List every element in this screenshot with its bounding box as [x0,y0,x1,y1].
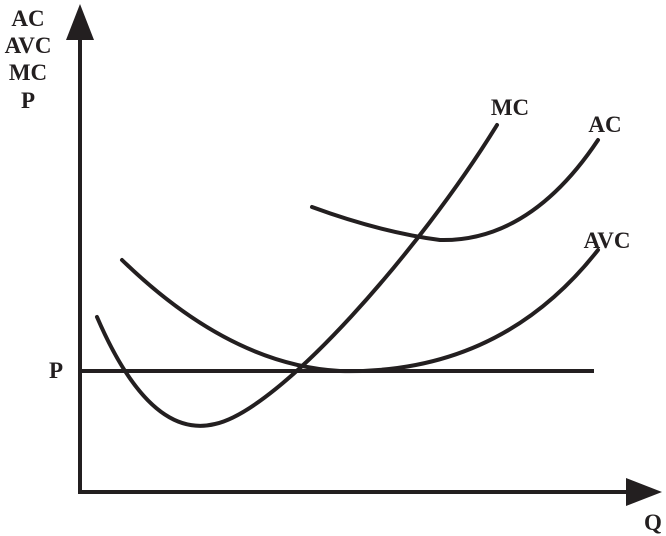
x-axis-arrow [626,478,662,506]
avc-curve [120,248,600,374]
curve-label: AVC [584,228,631,253]
curve-label: MC [491,95,529,120]
y-axis-label: MC [9,60,47,85]
y-axis-label: AVC [5,33,52,58]
mc-curve [95,123,499,428]
y-axis-arrow [66,4,94,40]
x-axis-label: Q [644,510,662,535]
ac-curve [310,138,600,243]
curve-label: AC [588,112,621,137]
y-axis-label: P [21,88,35,113]
price-label: P [49,358,63,383]
y-axis-label: AC [11,6,44,31]
